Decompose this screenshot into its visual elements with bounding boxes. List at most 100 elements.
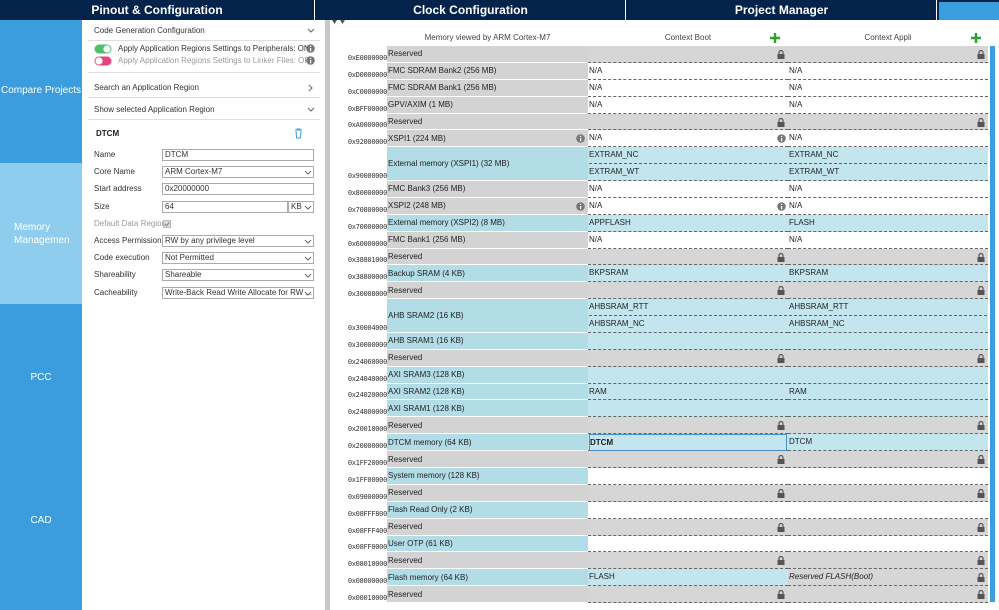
context-cell[interactable] — [788, 417, 988, 435]
context-entry[interactable]: EXTRAM_NC — [789, 147, 987, 165]
context-entry[interactable]: RAM — [589, 386, 607, 396]
memory-region[interactable]: Reserved — [387, 518, 588, 536]
context-cell[interactable] — [788, 46, 988, 63]
context-entry[interactable]: EXTRAM_NC — [589, 147, 787, 165]
context-cell[interactable] — [588, 46, 788, 63]
checkbox[interactable] — [163, 219, 171, 228]
add-button[interactable] — [971, 33, 981, 43]
context-entry[interactable]: AHBSRAM_RTT — [589, 299, 787, 317]
memory-region[interactable]: Backup SRAM (4 KB) — [387, 265, 588, 283]
context-entry[interactable]: DTCM — [789, 437, 813, 447]
context-cell[interactable] — [588, 248, 788, 266]
context-entry[interactable]: BKPSRAM — [789, 268, 829, 278]
context-cell[interactable] — [588, 451, 788, 468]
context-cell[interactable] — [788, 130, 988, 148]
context-cell[interactable] — [588, 484, 788, 502]
memory-region[interactable]: Reserved — [387, 484, 588, 502]
context-entry[interactable]: N/A — [589, 65, 603, 75]
context-cell[interactable] — [788, 366, 988, 384]
sidebar-item[interactable]: Memory Management — [0, 163, 82, 304]
memory-region[interactable]: Reserved — [387, 113, 588, 131]
chevron-down[interactable] — [304, 273, 312, 279]
memory-region[interactable]: AXI SRAM3 (128 KB) — [387, 366, 588, 384]
memory-region[interactable]: Reserved — [387, 46, 588, 63]
field-text[interactable]: 64 — [162, 200, 288, 213]
context-cell[interactable] — [588, 552, 788, 570]
context-entry[interactable]: DTCM — [589, 434, 787, 452]
memory-region[interactable]: External memory (XSPI1) (32 MB) — [387, 147, 588, 182]
field-select[interactable]: Not Permitted — [162, 252, 314, 265]
search-region[interactable]: Search an Application Region — [94, 83, 199, 92]
context-cell[interactable] — [588, 79, 788, 97]
memory-region[interactable]: AXI SRAM2 (128 KB) — [387, 383, 588, 401]
field-select[interactable]: ARM Cortex-M7 — [162, 166, 314, 179]
sidebar-item[interactable]: CAD — [0, 450, 82, 591]
memory-region[interactable]: Reserved — [387, 586, 588, 604]
context-cell[interactable] — [788, 569, 988, 587]
context-cell[interactable] — [588, 231, 788, 249]
context-cell[interactable] — [788, 434, 988, 452]
context-cell[interactable] — [588, 62, 788, 80]
context-entry[interactable]: FLASH — [789, 217, 815, 227]
context-cell[interactable] — [588, 569, 788, 587]
chevron-down[interactable] — [304, 170, 312, 176]
context-cell[interactable] — [788, 214, 988, 232]
field-select[interactable]: RW by any privilege level — [162, 235, 314, 247]
context-cell[interactable] — [788, 383, 988, 401]
memory-region[interactable]: GPV/AXIM (1 MB) — [387, 96, 588, 114]
context-cell[interactable] — [788, 400, 988, 418]
context-cell[interactable] — [588, 535, 788, 553]
context-entry[interactable]: N/A — [789, 133, 803, 143]
context-cell[interactable] — [788, 79, 988, 97]
context-entry[interactable]: AHBSRAM_NC — [589, 319, 645, 329]
context-cell[interactable] — [788, 282, 988, 300]
memory-region[interactable]: FMC SDRAM Bank2 (256 MB) — [387, 62, 588, 80]
chevron-down[interactable] — [304, 239, 312, 245]
context-cell[interactable] — [588, 299, 788, 333]
memory-region[interactable]: Reserved — [387, 282, 588, 300]
context-cell[interactable] — [788, 349, 988, 367]
memory-region[interactable]: Flash Read Only (2 KB) — [387, 501, 588, 519]
context-entry[interactable]: N/A — [789, 200, 803, 210]
context-cell[interactable] — [588, 468, 788, 485]
chevron-down[interactable] — [304, 205, 312, 211]
context-cell[interactable] — [788, 332, 988, 350]
context-cell[interactable] — [588, 400, 788, 418]
context-cell[interactable] — [588, 96, 788, 114]
context-cell[interactable] — [588, 197, 788, 215]
context-entry[interactable]: EXTRAM_WT — [789, 167, 840, 177]
memory-region[interactable]: DTCM memory (64 KB) — [387, 434, 588, 452]
memory-region[interactable]: Flash memory (64 KB) — [387, 569, 588, 587]
field-select[interactable]: Shareable — [162, 269, 314, 282]
context-entry[interactable]: APPFLASH — [589, 217, 631, 227]
memory-region[interactable]: AHB SRAM2 (16 KB) — [387, 299, 588, 333]
chevron-down[interactable] — [304, 291, 312, 297]
memory-region[interactable]: AHB SRAM1 (16 KB) — [387, 332, 588, 350]
context-entry[interactable]: N/A — [589, 184, 603, 194]
memory-region[interactable]: XSPI2 (248 MB) — [387, 197, 588, 215]
memory-region[interactable]: Reserved — [387, 417, 588, 435]
context-cell[interactable] — [588, 501, 788, 519]
memory-region[interactable]: AXI SRAM1 (128 KB) — [387, 400, 588, 418]
memory-region[interactable]: Reserved — [387, 451, 588, 468]
context-cell[interactable] — [788, 468, 988, 485]
memory-region[interactable]: FMC SDRAM Bank1 (256 MB) — [387, 79, 588, 97]
context-cell[interactable] — [788, 197, 988, 215]
field-text[interactable]: 0x20000000 — [162, 183, 314, 196]
context-cell[interactable] — [588, 332, 788, 350]
context-entry[interactable]: AHBSRAM_NC — [789, 319, 845, 329]
chevron-down[interactable] — [307, 107, 315, 113]
unit-select[interactable]: KB — [288, 200, 314, 213]
context-cell[interactable] — [788, 451, 988, 468]
memory-region[interactable]: XSPI1 (224 MB) — [387, 130, 588, 148]
context-cell[interactable] — [788, 552, 988, 570]
context-entry[interactable]: BKPSRAM — [589, 268, 629, 278]
context-cell[interactable] — [788, 586, 988, 604]
memory-region[interactable]: System memory (128 KB) — [387, 468, 588, 485]
memory-region[interactable]: Reserved — [387, 248, 588, 266]
context-cell[interactable] — [788, 181, 988, 198]
context-cell[interactable] — [588, 586, 788, 604]
context-cell[interactable] — [588, 113, 788, 131]
context-cell[interactable] — [788, 231, 988, 249]
context-entry[interactable]: N/A — [589, 200, 603, 210]
